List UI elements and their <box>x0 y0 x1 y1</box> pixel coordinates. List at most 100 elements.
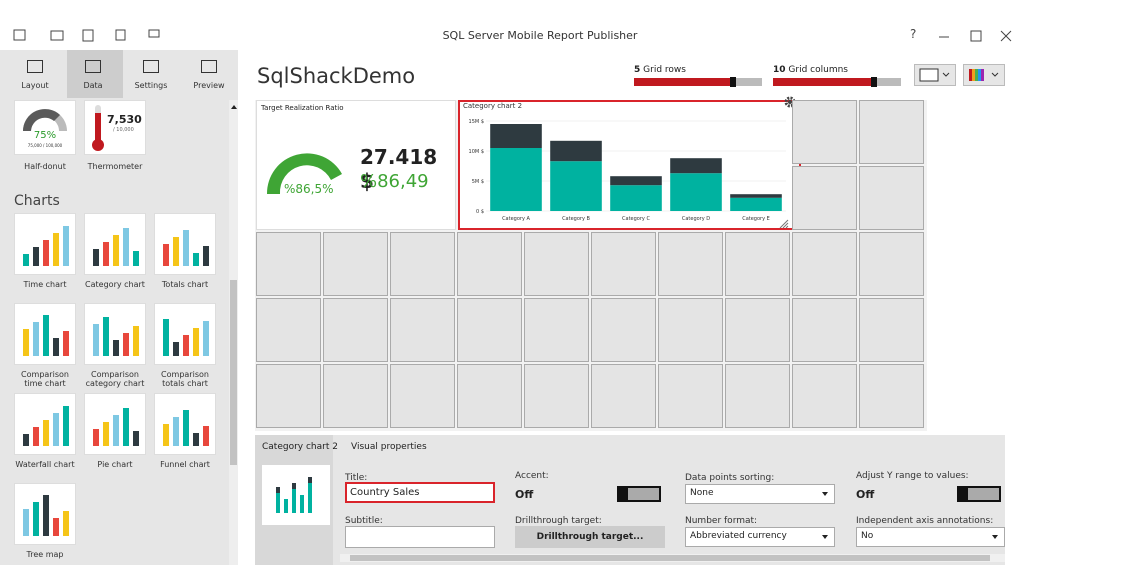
grid-tile[interactable] <box>256 232 321 296</box>
grid-tile[interactable] <box>859 166 924 230</box>
grid-tile[interactable] <box>323 364 388 428</box>
grid-tile[interactable] <box>323 232 388 296</box>
chart-type-thumb <box>262 465 330 525</box>
grid-tile[interactable] <box>859 364 924 428</box>
scroll-up[interactable] <box>231 105 237 109</box>
grid-tile[interactable] <box>256 298 321 362</box>
grid-tile[interactable] <box>591 364 656 428</box>
thumb-shape <box>113 235 119 266</box>
thumb-shape <box>203 321 209 356</box>
nav-icon <box>85 60 101 73</box>
subtitle-input[interactable] <box>345 526 495 548</box>
window-controls[interactable] <box>935 28 1015 44</box>
theme-buttons[interactable] <box>914 64 1006 86</box>
thumb-shape <box>63 406 69 446</box>
chart-type-thumb[interactable] <box>14 483 76 545</box>
axis-annotations-select[interactable]: No <box>856 527 1005 547</box>
grid-tile[interactable] <box>859 100 924 164</box>
thumb-shape <box>43 495 49 536</box>
grid-tile[interactable] <box>390 364 455 428</box>
grid-rows-count: 5 <box>634 65 640 75</box>
grid-tile[interactable] <box>457 232 522 296</box>
grid-tile[interactable] <box>390 232 455 296</box>
sorting-select[interactable]: None <box>685 484 835 504</box>
grid-tile[interactable] <box>725 298 790 362</box>
adjust-y-toggle[interactable] <box>957 486 1001 502</box>
chart-type-thumb[interactable] <box>84 303 146 365</box>
grid-tile[interactable] <box>323 298 388 362</box>
grid-tile[interactable] <box>725 364 790 428</box>
grid-rows-label: Grid rows <box>643 65 686 75</box>
grid-tile[interactable] <box>792 166 857 230</box>
kpi-ratio: %86,49 <box>360 171 429 192</box>
adjust-y-label: Adjust Y range to values: <box>856 471 969 481</box>
help-button[interactable]: ? <box>910 27 916 41</box>
grid-tile[interactable] <box>390 298 455 362</box>
nav-tab[interactable]: Data <box>64 81 122 90</box>
grid-tile[interactable] <box>256 364 321 428</box>
kpi-tile[interactable]: Target Realization Ratio %86,5% 27.418 $… <box>256 100 456 230</box>
nav-tab[interactable]: Preview <box>180 81 238 90</box>
thumb-shape <box>53 413 59 446</box>
thumb-shape <box>23 509 29 536</box>
thumb-shape <box>173 342 179 356</box>
number-format-label: Number format: <box>685 516 757 526</box>
grid-tile[interactable] <box>725 232 790 296</box>
grid-tile[interactable] <box>591 298 656 362</box>
grid-tile[interactable] <box>792 298 857 362</box>
grid-tile[interactable] <box>658 232 723 296</box>
thumb-shape <box>63 511 69 536</box>
grid-tile[interactable] <box>792 364 857 428</box>
properties-tab[interactable]: Visual properties <box>351 442 427 452</box>
grid-tile[interactable] <box>524 298 589 362</box>
nav-tab[interactable]: Settings <box>122 81 180 90</box>
thumb-shape <box>133 326 139 356</box>
title-input[interactable]: Country Sales <box>345 482 495 503</box>
chart-type-thumb[interactable] <box>154 303 216 365</box>
chart-type-thumb[interactable] <box>84 213 146 275</box>
thumb-shape <box>103 242 109 266</box>
half-donut-thumb[interactable]: 75% 75,000 / 100,000 <box>14 100 76 155</box>
properties-tab[interactable]: Category chart 2 <box>262 442 338 452</box>
chart-type-thumb[interactable] <box>84 393 146 455</box>
grid-tile[interactable] <box>792 100 857 164</box>
grid-tile[interactable] <box>524 232 589 296</box>
grid-tile[interactable] <box>658 364 723 428</box>
chart-type-thumb[interactable] <box>154 213 216 275</box>
grid-tile[interactable] <box>591 232 656 296</box>
grid-tile[interactable] <box>658 298 723 362</box>
grid-columns-slider[interactable] <box>773 77 901 87</box>
number-format-select[interactable]: Abbreviated currency <box>685 527 835 547</box>
chart-type-label: Comparison totals chart <box>154 370 216 388</box>
half-donut-value: 75% <box>15 130 75 141</box>
sorting-label: Data points sorting: <box>685 473 774 483</box>
grid-rows-slider[interactable] <box>634 77 762 87</box>
chart-type-label: Category chart <box>84 280 146 289</box>
grid-tile[interactable] <box>859 232 924 296</box>
grid-tile[interactable] <box>792 232 857 296</box>
chart-type-thumb[interactable] <box>14 213 76 275</box>
thermometer-thumb[interactable]: 7,530 / 10,000 <box>84 100 146 155</box>
accent-label: Accent: <box>515 471 549 481</box>
section-heading: Charts <box>14 193 60 209</box>
axis-annotations-label: Independent axis annotations: <box>856 516 993 526</box>
thermometer-detail: / 10,000 <box>113 127 134 133</box>
drillthrough-button[interactable]: Drillthrough target... <box>515 526 665 548</box>
chart-type-label: Time chart <box>14 280 76 289</box>
grid-tile[interactable] <box>457 298 522 362</box>
accent-toggle[interactable] <box>617 486 661 502</box>
dropdown-arrow <box>822 535 828 539</box>
grid-tile[interactable] <box>524 364 589 428</box>
thumb-shape <box>33 247 39 266</box>
grid-tile[interactable] <box>859 298 924 362</box>
chart-type-label: Totals chart <box>154 280 216 289</box>
scroll-thumb[interactable] <box>230 280 237 465</box>
h-scroll-thumb[interactable] <box>350 555 990 561</box>
chart-type-thumb[interactable] <box>14 303 76 365</box>
grid-tile[interactable] <box>457 364 522 428</box>
grid-columns-label: Grid columns <box>788 65 848 75</box>
nav-tab[interactable]: Layout <box>6 81 64 90</box>
chart-type-thumb[interactable] <box>14 393 76 455</box>
chart-type-thumb[interactable] <box>154 393 216 455</box>
